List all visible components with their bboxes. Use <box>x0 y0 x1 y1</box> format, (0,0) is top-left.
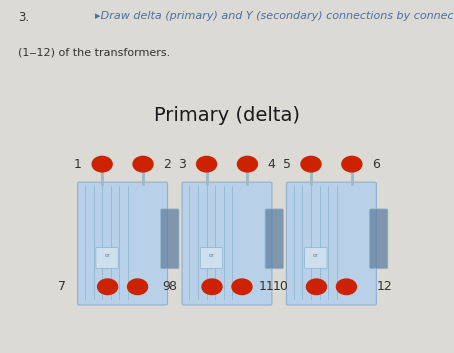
Text: 9: 9 <box>163 280 170 293</box>
Circle shape <box>133 156 153 172</box>
Text: 4: 4 <box>268 158 276 170</box>
Text: 11: 11 <box>259 280 275 293</box>
FancyBboxPatch shape <box>182 182 272 305</box>
FancyBboxPatch shape <box>78 182 168 305</box>
Circle shape <box>342 156 362 172</box>
FancyBboxPatch shape <box>286 182 376 305</box>
Text: 12: 12 <box>377 280 393 293</box>
Circle shape <box>92 156 112 172</box>
Circle shape <box>306 279 326 294</box>
Circle shape <box>301 156 321 172</box>
Text: 8: 8 <box>168 280 176 293</box>
Circle shape <box>232 279 252 294</box>
Circle shape <box>336 279 356 294</box>
FancyBboxPatch shape <box>265 209 283 269</box>
Circle shape <box>202 279 222 294</box>
Circle shape <box>128 279 148 294</box>
FancyBboxPatch shape <box>161 209 179 269</box>
Text: 2: 2 <box>163 158 171 170</box>
Text: IGT: IGT <box>104 254 110 258</box>
FancyBboxPatch shape <box>370 209 388 269</box>
FancyBboxPatch shape <box>305 247 327 268</box>
Text: (1‒12) of the transformers.: (1‒12) of the transformers. <box>18 48 170 58</box>
Text: IGT: IGT <box>208 254 214 258</box>
FancyBboxPatch shape <box>96 247 118 268</box>
Text: 3.: 3. <box>18 11 30 24</box>
Text: Primary (delta): Primary (delta) <box>154 106 300 125</box>
Text: IGT: IGT <box>313 254 319 258</box>
Text: 7: 7 <box>58 280 66 293</box>
Text: 6: 6 <box>372 158 380 170</box>
Circle shape <box>197 156 217 172</box>
Text: 10: 10 <box>272 280 288 293</box>
Circle shape <box>98 279 118 294</box>
Text: 5: 5 <box>282 158 291 170</box>
Text: 3: 3 <box>178 158 186 170</box>
Text: 1: 1 <box>74 158 82 170</box>
Text: ▸Draw delta (primary) and Y (secondary) connections by connecting terminals: ▸Draw delta (primary) and Y (secondary) … <box>95 11 454 20</box>
FancyBboxPatch shape <box>200 247 222 268</box>
Circle shape <box>237 156 257 172</box>
